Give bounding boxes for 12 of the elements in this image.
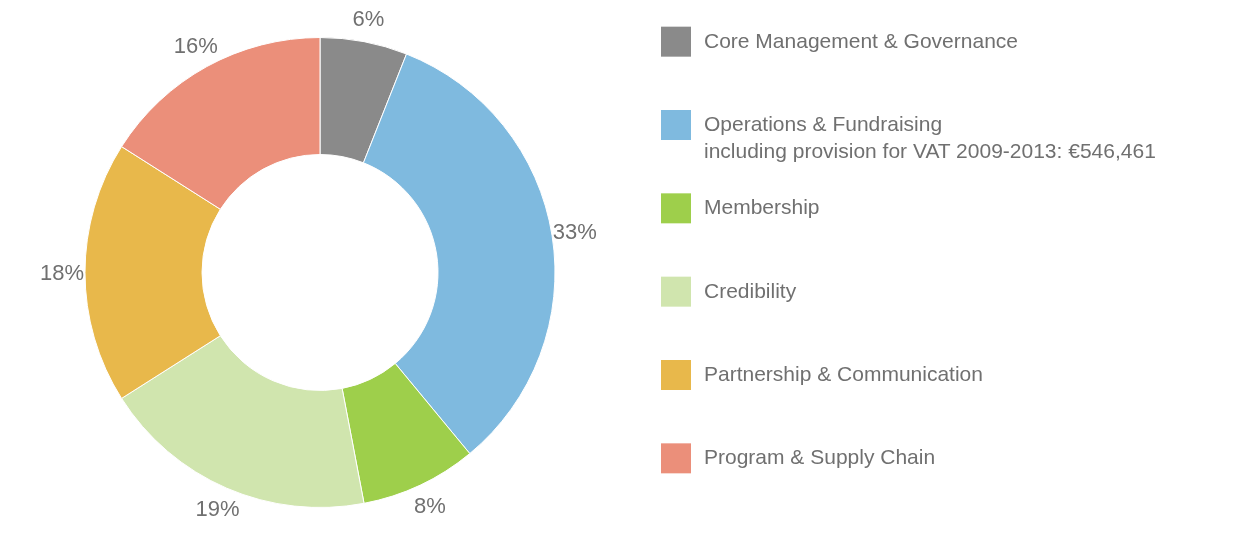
- data-label: 19%: [195, 496, 240, 522]
- legend-label: Operations & Fundraising including provision for VAT 2009-2013: €546,461: [704, 112, 1156, 162]
- legend-label: Program & Supply Chain: [704, 445, 936, 469]
- data-label: 6%: [352, 6, 385, 32]
- legend-label: Core Management & Governance: [704, 28, 1019, 52]
- legend-label: Partnership & Communication: [704, 362, 983, 385]
- legend-label: Credibility: [704, 278, 797, 302]
- data-label: 8%: [413, 492, 446, 518]
- data-label: 16%: [173, 33, 218, 59]
- data-label: 18%: [39, 259, 85, 285]
- legend-label: Membership: [704, 195, 820, 219]
- data-label: 33%: [552, 219, 597, 245]
